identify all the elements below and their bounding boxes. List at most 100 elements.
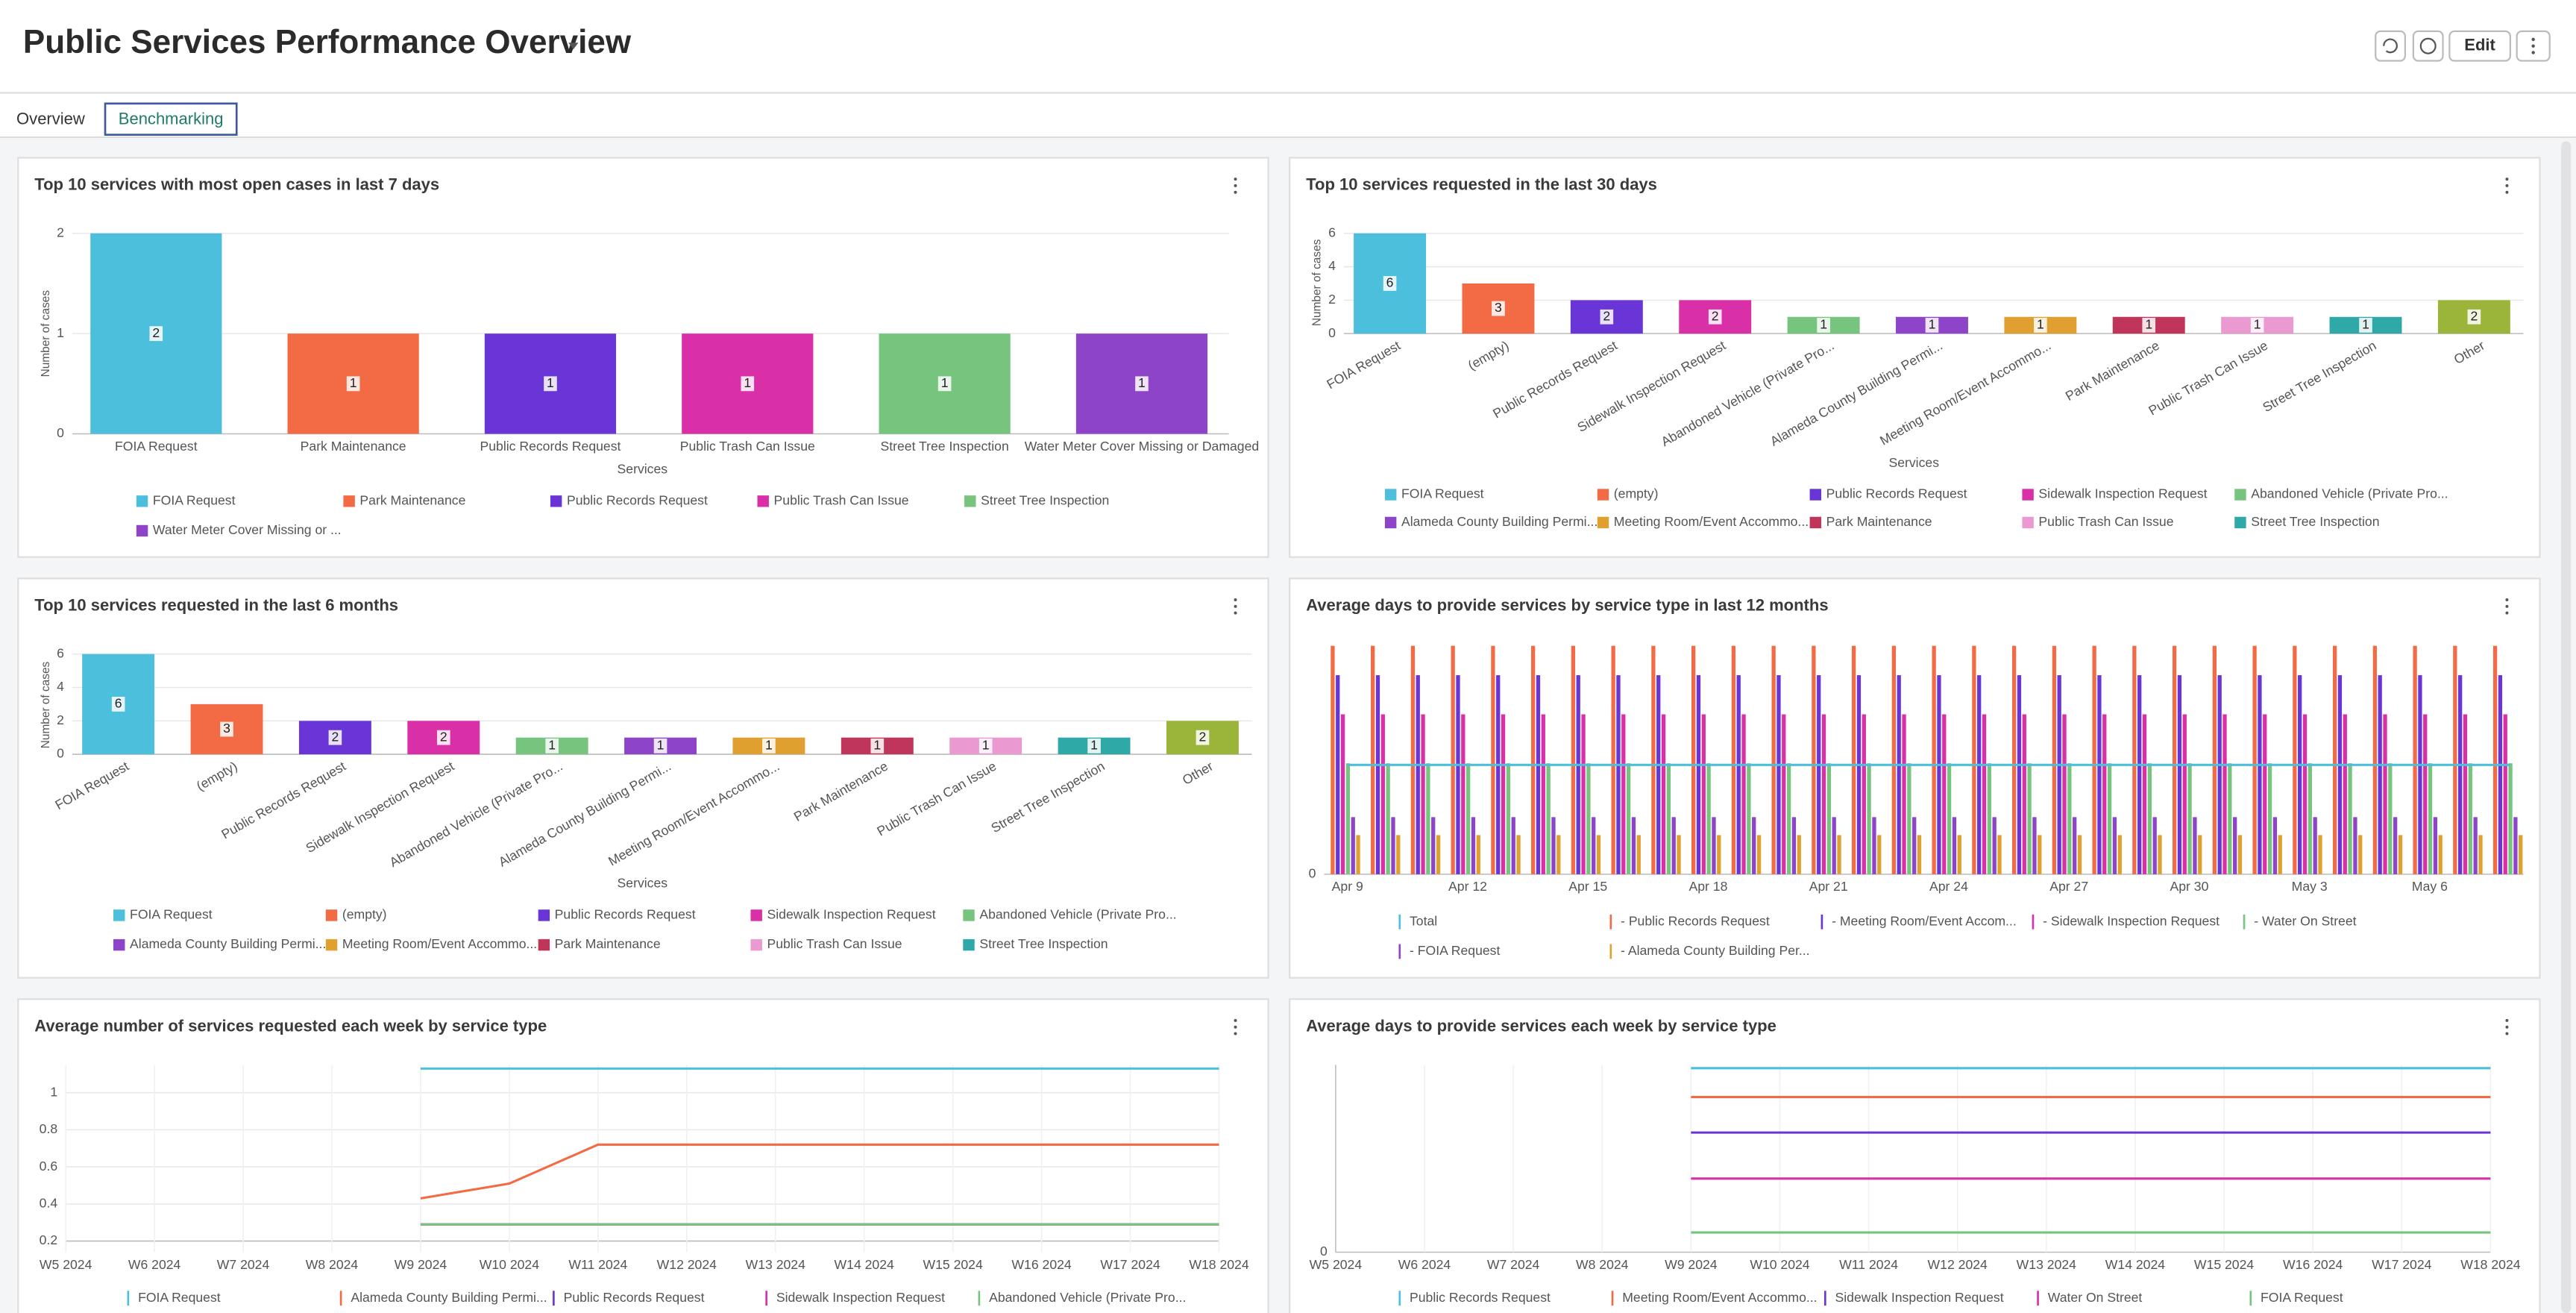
bar (2158, 835, 2162, 874)
x-tick-label: W18 2024 (2460, 1257, 2520, 1272)
legend-label: FOIA Request (153, 492, 236, 507)
bar (2498, 675, 2503, 874)
x-tick-label: W7 2024 (217, 1257, 270, 1272)
bar (1626, 763, 1631, 874)
y-tick-label: 0 (1320, 1244, 1328, 1259)
bar (1391, 817, 1395, 874)
y-tick-label: 1 (57, 325, 64, 340)
bar (2468, 763, 2472, 874)
data-label-box (2359, 318, 2372, 333)
x-tick-label: W12 2024 (1928, 1257, 1988, 1272)
bar (2142, 714, 2147, 874)
data-label-box (741, 376, 755, 392)
bar (1551, 817, 1556, 874)
x-tick-label: W5 2024 (1310, 1257, 1363, 1272)
bar (2022, 714, 2026, 874)
bar (2117, 835, 2122, 874)
x-axis-label: Services (1888, 455, 1939, 470)
x-tick-label: W8 2024 (306, 1257, 359, 1272)
legend-swatch (113, 938, 125, 951)
data-label: 1 (2145, 317, 2152, 332)
bar (1331, 645, 1335, 874)
bar (1752, 817, 1756, 874)
bar (2458, 675, 2463, 874)
bar (2503, 714, 2507, 874)
bar (1666, 763, 1671, 874)
panel-menu-dot (1234, 598, 1237, 601)
bar (1351, 817, 1355, 874)
refresh-button[interactable] (2375, 30, 2406, 62)
title-dropdown[interactable] (568, 43, 579, 50)
bar (1741, 714, 1746, 874)
bar (2378, 675, 2382, 874)
tab-active-box[interactable] (104, 102, 238, 136)
x-tick-label: FOIA Request (115, 439, 198, 454)
legend-swatch (325, 938, 338, 951)
edit-button[interactable] (2448, 30, 2511, 62)
bar (2353, 817, 2357, 874)
tab-overview[interactable]: Overview (16, 110, 85, 128)
bar (2137, 675, 2142, 874)
legend-label: FOIA Request (2261, 1290, 2343, 1305)
bar (2313, 817, 2317, 874)
bar (1546, 763, 1551, 874)
x-tick-label: W7 2024 (1487, 1257, 1540, 1272)
x-tick-label: W11 2024 (568, 1257, 627, 1272)
legend-label: Sidewalk Inspection Request (776, 1290, 945, 1305)
bar (1576, 675, 1580, 874)
bar (1891, 645, 1897, 874)
legend-swatch (757, 495, 769, 507)
bar (1972, 645, 1976, 874)
bar (1832, 817, 1836, 874)
x-tick-label: W6 2024 (128, 1257, 181, 1272)
legend-label: Total (1410, 913, 1437, 928)
x-tick-label: W17 2024 (1100, 1257, 1160, 1272)
bar (2252, 645, 2257, 874)
panel-menu-dot (1234, 190, 1237, 194)
legend-label: Abandoned Vehicle (Private Pro... (2251, 486, 2448, 501)
bar (2453, 645, 2457, 874)
x-tick-label: W18 2024 (1189, 1257, 1248, 1272)
data-label-box (111, 696, 125, 712)
y-axis-label: Number of cases (40, 661, 52, 748)
bar (1592, 817, 1596, 874)
legend-swatch (113, 909, 125, 921)
y-tick-label: 2 (57, 225, 64, 239)
panel-menu-dot (2505, 598, 2509, 601)
legend-swatch (1597, 516, 1609, 529)
tab-benchmarking[interactable]: Benchmarking (119, 110, 224, 128)
bar (2177, 675, 2182, 874)
scrollbar[interactable] (2561, 141, 2572, 1313)
legend-label: FOIA Request (138, 1290, 221, 1305)
panel (17, 157, 1269, 558)
bar (2017, 675, 2022, 874)
bar (2027, 763, 2032, 874)
data-label: 2 (332, 729, 339, 744)
legend-swatch (1384, 516, 1397, 529)
panel-menu-dot (2505, 184, 2509, 187)
bar (2428, 763, 2433, 874)
bar (2343, 714, 2347, 874)
bar (1877, 835, 1882, 874)
bar (1636, 835, 1641, 874)
bar (2318, 835, 2322, 874)
legend-swatch (2022, 516, 2034, 529)
x-tick-label: Apr 9 (1332, 879, 1363, 894)
y-tick-label: 2 (57, 712, 64, 727)
data-label: 2 (152, 325, 160, 340)
bar (2032, 817, 2037, 874)
bar (2057, 675, 2061, 874)
x-tick-label: W14 2024 (835, 1257, 894, 1272)
info-button[interactable] (2412, 30, 2444, 62)
x-tick-label: Public Trash Can Issue (680, 439, 815, 454)
legend-label: Public Records Request (567, 492, 708, 507)
bar (2302, 714, 2308, 874)
bar (2337, 675, 2343, 874)
bar (1410, 645, 1416, 874)
legend-label: - Sidewalk Inspection Request (2043, 913, 2220, 928)
series-line (420, 1143, 1219, 1200)
x-tick-label: W12 2024 (657, 1257, 717, 1272)
x-tick-label: W13 2024 (2017, 1257, 2076, 1272)
bar (1531, 645, 1536, 874)
